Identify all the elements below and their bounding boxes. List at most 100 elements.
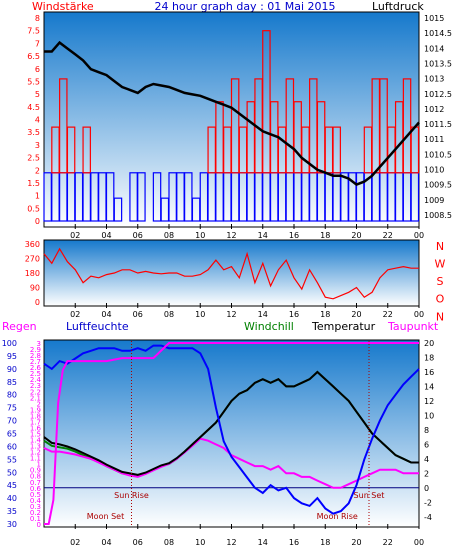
temperature-tick-label: 16 <box>424 368 434 377</box>
rain-tick-label: 1.2 <box>30 449 41 457</box>
panel-humidity-temperature-bg <box>43 339 420 528</box>
header-luftfeuchte: Luftfeuchte <box>66 320 129 333</box>
pressure-tick-label: 1008.5 <box>424 211 452 220</box>
temperature-tick-label: -2 <box>424 498 432 507</box>
x-tick-label-panel3: 08 <box>164 538 174 547</box>
header-left-label: Windstärke <box>32 0 94 13</box>
rain-tick-label: 2.7 <box>30 358 41 366</box>
header-windchill: Windchill <box>244 320 294 333</box>
temperature-tick-label: 18 <box>424 353 434 362</box>
humidity-tick-label: 40 <box>7 494 17 503</box>
wind-bar-base <box>184 172 193 222</box>
pressure-tick-label: 1011 <box>424 135 444 144</box>
x-tick-label-panel1: 04 <box>101 231 111 240</box>
rain-tick-label: 0 <box>37 521 41 529</box>
rain-tick-label: 1.8 <box>30 412 41 420</box>
humidity-tick-label: 100 <box>2 339 17 348</box>
wind-bar-gust <box>230 78 240 174</box>
wind-speed-tick-label: 6.5 <box>27 52 40 61</box>
wind-direction-line <box>43 247 419 300</box>
compass-label: O <box>436 293 445 306</box>
x-tick-label-panel1: 08 <box>164 231 174 240</box>
humidity-tick-label: 80 <box>7 391 17 400</box>
wind-speed-tick-label: 4.5 <box>27 103 40 112</box>
compass-label: W <box>435 258 446 271</box>
x-tick-label-panel2: 00 <box>414 310 424 319</box>
rain-tick-label: 0.8 <box>30 473 41 481</box>
pressure-tick-label: 1014.5 <box>424 29 452 38</box>
x-tick-label-panel1: 20 <box>351 231 361 240</box>
rain-tick-label: 2.2 <box>30 388 41 396</box>
temperature-tick-label: 10 <box>424 411 434 420</box>
x-tick-label-panel3: 06 <box>133 538 143 547</box>
humidity-tick-label: 45 <box>7 481 17 490</box>
x-tick-label-panel2: 04 <box>101 310 111 319</box>
compass-label: N <box>436 310 444 323</box>
x-tick-label-panel3: 18 <box>320 538 330 547</box>
rain-tick-label: 2.3 <box>30 382 41 390</box>
x-tick-label-panel3: 00 <box>414 538 424 547</box>
x-tick-label-panel1: 18 <box>320 231 330 240</box>
x-tick-label-panel1: 02 <box>70 231 80 240</box>
direction-tick-label: 90 <box>30 284 40 293</box>
humidity-tick-label: 65 <box>7 430 17 439</box>
wind-speed-tick-label: 1.5 <box>27 179 40 188</box>
x-tick-label-panel2: 14 <box>258 310 268 319</box>
rain-tick-label: 1.6 <box>30 424 42 432</box>
rain-tick-label: 1.3 <box>30 443 41 451</box>
wind-speed-tick-label: 8 <box>35 14 40 23</box>
humidity-tick-label: 35 <box>7 507 17 516</box>
pressure-tick-label: 1015 <box>424 14 444 23</box>
compass-label: S <box>437 275 444 288</box>
panel-wind-direction-bg <box>43 239 420 307</box>
wind-speed-tick-label: 4 <box>35 116 40 125</box>
x-tick-label-panel2: 12 <box>226 310 236 319</box>
rain-tick-label: 2.9 <box>30 346 41 354</box>
wind-speed-tick-label: 0 <box>35 217 40 226</box>
temperature-tick-label: 4 <box>424 455 429 464</box>
temperatur-line <box>43 370 419 476</box>
wind-speed-tick-label: 7 <box>35 39 40 48</box>
x-tick-label-panel1: 22 <box>383 231 393 240</box>
wind-speed-tick-label: 6 <box>35 65 40 74</box>
rain-tick-label: 2.1 <box>30 394 41 402</box>
temperature-tick-label: 2 <box>424 469 429 478</box>
wind-speed-tick-label: 3.5 <box>27 128 40 137</box>
rain-tick-label: 1.4 <box>30 437 42 445</box>
rain-tick-label: 0.2 <box>30 509 41 517</box>
wind-speed-tick-label: 2 <box>35 166 40 175</box>
sun-rise-label: Sun Rise <box>114 491 149 500</box>
moon-set-label: Moon Set <box>87 512 124 521</box>
pressure-tick-label: 1010.5 <box>424 150 452 159</box>
wind-bar-gust <box>66 126 76 174</box>
humidity-tick-label: 85 <box>7 378 17 387</box>
x-tick-label-panel3: 20 <box>351 538 361 547</box>
chart-title: 24 hour graph day : 01 Mai 2015 <box>154 0 335 13</box>
moon-rise-label: Moon Rise <box>317 512 358 521</box>
labels-layer: Sun Rise Sun Set Moon Set Moon Rise <box>87 341 384 527</box>
rain-tick-label: 0.4 <box>30 497 42 505</box>
pressure-tick-label: 1012 <box>424 105 444 114</box>
humidity-tick-label: 60 <box>7 442 17 451</box>
wind-speed-tick-label: 5 <box>35 90 40 99</box>
rain-tick-label: 2.5 <box>30 370 41 378</box>
x-tick-label-panel3: 22 <box>383 538 393 547</box>
x-tick-label-panel1: 16 <box>289 231 299 240</box>
x-tick-label-panel2: 08 <box>164 310 174 319</box>
temperature-tick-label: 12 <box>424 397 434 406</box>
rain-tick-label: 0.9 <box>30 467 41 475</box>
pressure-tick-label: 1012.5 <box>424 90 452 99</box>
x-tick-label-panel2: 20 <box>351 310 361 319</box>
wind-bar-gust <box>379 78 388 174</box>
x-tick-label-panel2: 10 <box>195 310 205 319</box>
pressure-tick-label: 1013 <box>424 75 444 84</box>
temperature-tick-label: -4 <box>424 513 432 522</box>
x-tick-label-panel3: 02 <box>70 538 80 547</box>
humidity-tick-label: 75 <box>7 404 17 413</box>
x-tick-label-panel3: 12 <box>226 538 236 547</box>
compass-label: N <box>436 240 444 253</box>
temperature-tick-label: 14 <box>424 382 434 391</box>
pressure-tick-label: 1010 <box>424 166 444 175</box>
rain-tick-label: 0.1 <box>30 515 41 523</box>
